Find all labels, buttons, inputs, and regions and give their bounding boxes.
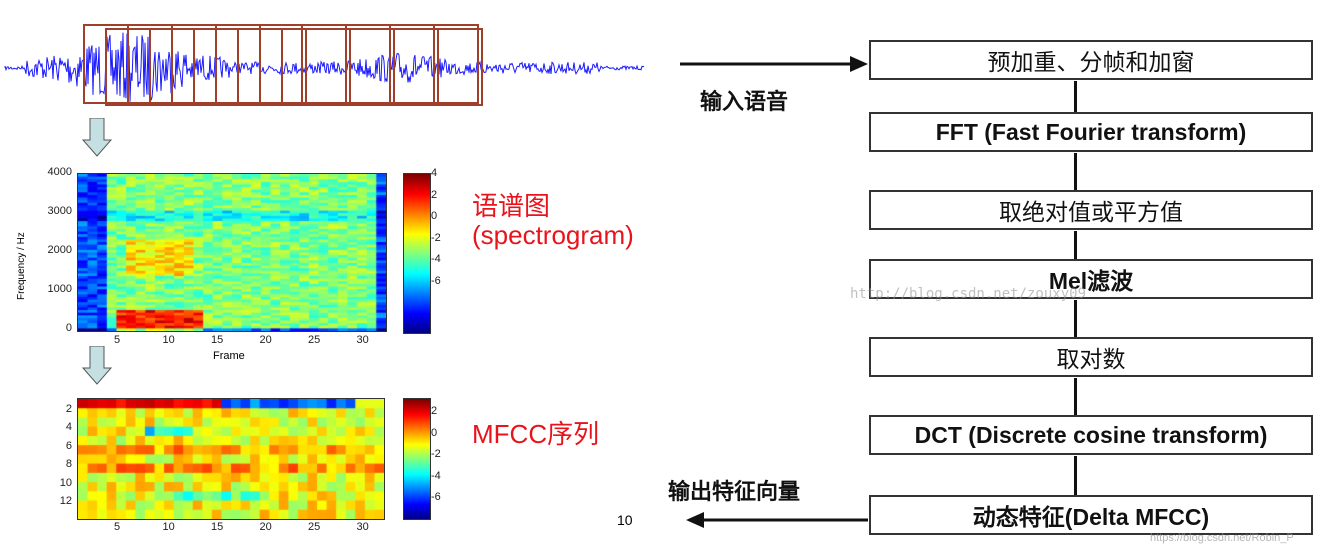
colorbar-tick: 2 xyxy=(431,188,438,201)
spectrogram-xtick: 30 xyxy=(356,334,369,346)
speech-waveform xyxy=(4,24,645,106)
input-label: 输入语音 xyxy=(700,89,789,114)
colorbar-tick: -6 xyxy=(431,274,441,287)
spectrogram-ytick: 2000 xyxy=(47,244,72,256)
watermark: https://blog.csdn.net/Robin_P xyxy=(1150,532,1294,544)
frame-window xyxy=(259,24,479,104)
down-arrow-icon xyxy=(82,118,112,157)
spectrogram-ytick: 1000 xyxy=(47,283,72,295)
input-arrow-icon xyxy=(680,56,868,72)
step-mel-filter: Mel滤波 xyxy=(869,259,1313,299)
mfcc-xtick: 25 xyxy=(308,521,321,533)
spectrogram-xtick: 10 xyxy=(162,334,175,346)
colorbar-tick: 0 xyxy=(431,426,438,439)
colorbar-tick: 4 xyxy=(431,167,438,179)
spectrogram-heatmap xyxy=(77,173,387,332)
colorbar-tick: 0 xyxy=(431,210,438,222)
mfcc-xtick: 5 xyxy=(114,521,121,533)
mfcc-ytick: 4 xyxy=(65,421,72,434)
colorbar-tick: -2 xyxy=(431,231,441,244)
spectrogram-xlabel: Frame xyxy=(213,350,245,362)
step-preemphasis-framing-windowing: 预加重、分帧和加窗 xyxy=(869,40,1313,80)
mfcc-heatmap xyxy=(77,398,385,520)
mfcc-xtick: 15 xyxy=(211,521,224,533)
colorbar-tick: -6 xyxy=(431,491,441,503)
colorbar-tick: -2 xyxy=(431,448,441,460)
spectrogram-ytick: 0 xyxy=(65,322,72,334)
mfcc-ytick: 8 xyxy=(65,458,72,471)
colorbar-tick: 2 xyxy=(431,405,438,417)
colorbar-tick: -4 xyxy=(431,469,441,482)
mfcc-xtick: 10 xyxy=(162,521,175,533)
spectrogram-xtick: 20 xyxy=(259,334,272,346)
watermark: http://blog.csdn.net/zouxy09 xyxy=(850,286,1087,302)
spectrogram-ytick: 3000 xyxy=(47,205,72,217)
mfcc-xtick: 30 xyxy=(356,521,369,533)
spectrogram-xtick: 15 xyxy=(211,334,224,346)
spectrogram-xtick: 5 xyxy=(114,334,121,346)
down-arrow-icon xyxy=(82,346,112,385)
step-dct: DCT (Discrete cosine transform) xyxy=(869,415,1313,455)
step-log: 取对数 xyxy=(869,337,1313,377)
frame-window xyxy=(281,28,483,106)
mfcc-xtick: 20 xyxy=(259,521,272,533)
mfcc-label: MFCC序列 xyxy=(472,419,600,449)
spectrogram-xtick: 25 xyxy=(308,334,321,346)
page-number: 10 xyxy=(617,512,633,528)
spectrogram-ylabel: Frequency / Hz xyxy=(16,232,27,300)
output-label: 输出特征向量 xyxy=(668,479,801,504)
spectrogram-colorbar xyxy=(403,173,431,334)
frame-window xyxy=(149,28,351,106)
step-delta-mfcc: 动态特征(Delta MFCC) xyxy=(869,495,1313,535)
spectrogram-ytick: 4000 xyxy=(47,166,72,178)
spectrogram-label-en: (spectrogram) xyxy=(472,220,634,250)
colorbar-tick: -4 xyxy=(431,253,441,265)
mfcc-ytick: 12 xyxy=(59,495,72,507)
spectrogram-label-cn: 语谱图 xyxy=(472,191,551,221)
mfcc-colorbar xyxy=(403,398,431,520)
frame-window xyxy=(215,24,435,104)
output-arrow-icon xyxy=(686,512,868,528)
mfcc-ytick: 10 xyxy=(59,476,72,489)
mfcc-ytick: 6 xyxy=(65,439,72,452)
step-fft: FFT (Fast Fourier transform) xyxy=(869,112,1313,152)
step-magnitude: 取绝对值或平方值 xyxy=(869,190,1313,230)
mfcc-ytick: 2 xyxy=(65,403,72,415)
